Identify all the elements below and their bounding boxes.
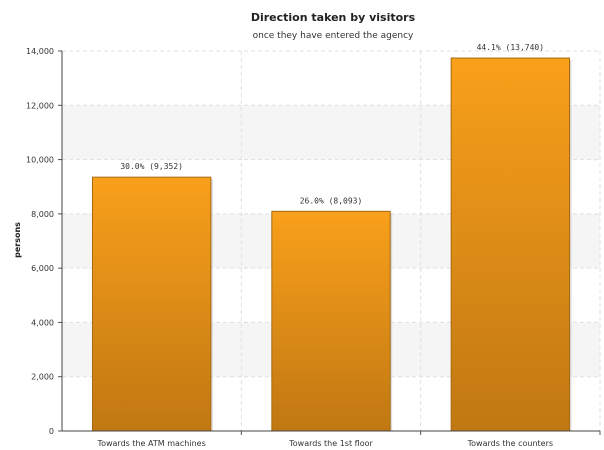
y-tick-label: 6,000 [31, 264, 54, 273]
x-tick-label: Towards the ATM machines [97, 439, 206, 448]
bar-series [91, 57, 572, 432]
bar-data-label: 26.0% (8,093) [300, 196, 363, 205]
chart-labels: 0 2,000 4,000 6,000 8,000 10,000 12,000 14,000 3… [26, 43, 553, 448]
bar [271, 210, 391, 432]
axes [58, 50, 601, 435]
bar-data-label: 30.0% (9,352) [120, 162, 183, 171]
y-tick-label: 8,000 [31, 210, 54, 219]
bar [91, 176, 212, 432]
x-tick-label: Towards the counters [467, 439, 553, 448]
bar-data-label: 44.1% (13,740) [477, 43, 544, 52]
y-tick-label: 12,000 [26, 101, 54, 110]
x-tick-label: Towards the 1st floor [288, 439, 373, 448]
chart-title: Direction taken by visitors [251, 11, 416, 24]
y-tick-label: 10,000 [26, 156, 54, 165]
y-tick-label: 4,000 [31, 318, 54, 327]
y-axis-label: persons [13, 222, 22, 258]
bar [450, 57, 571, 432]
y-tick-label: 14,000 [26, 47, 54, 56]
y-tick-label: 0 [49, 427, 54, 436]
chart-subtitle: once they have entered the agency [253, 31, 414, 41]
y-tick-label: 2,000 [31, 373, 54, 382]
